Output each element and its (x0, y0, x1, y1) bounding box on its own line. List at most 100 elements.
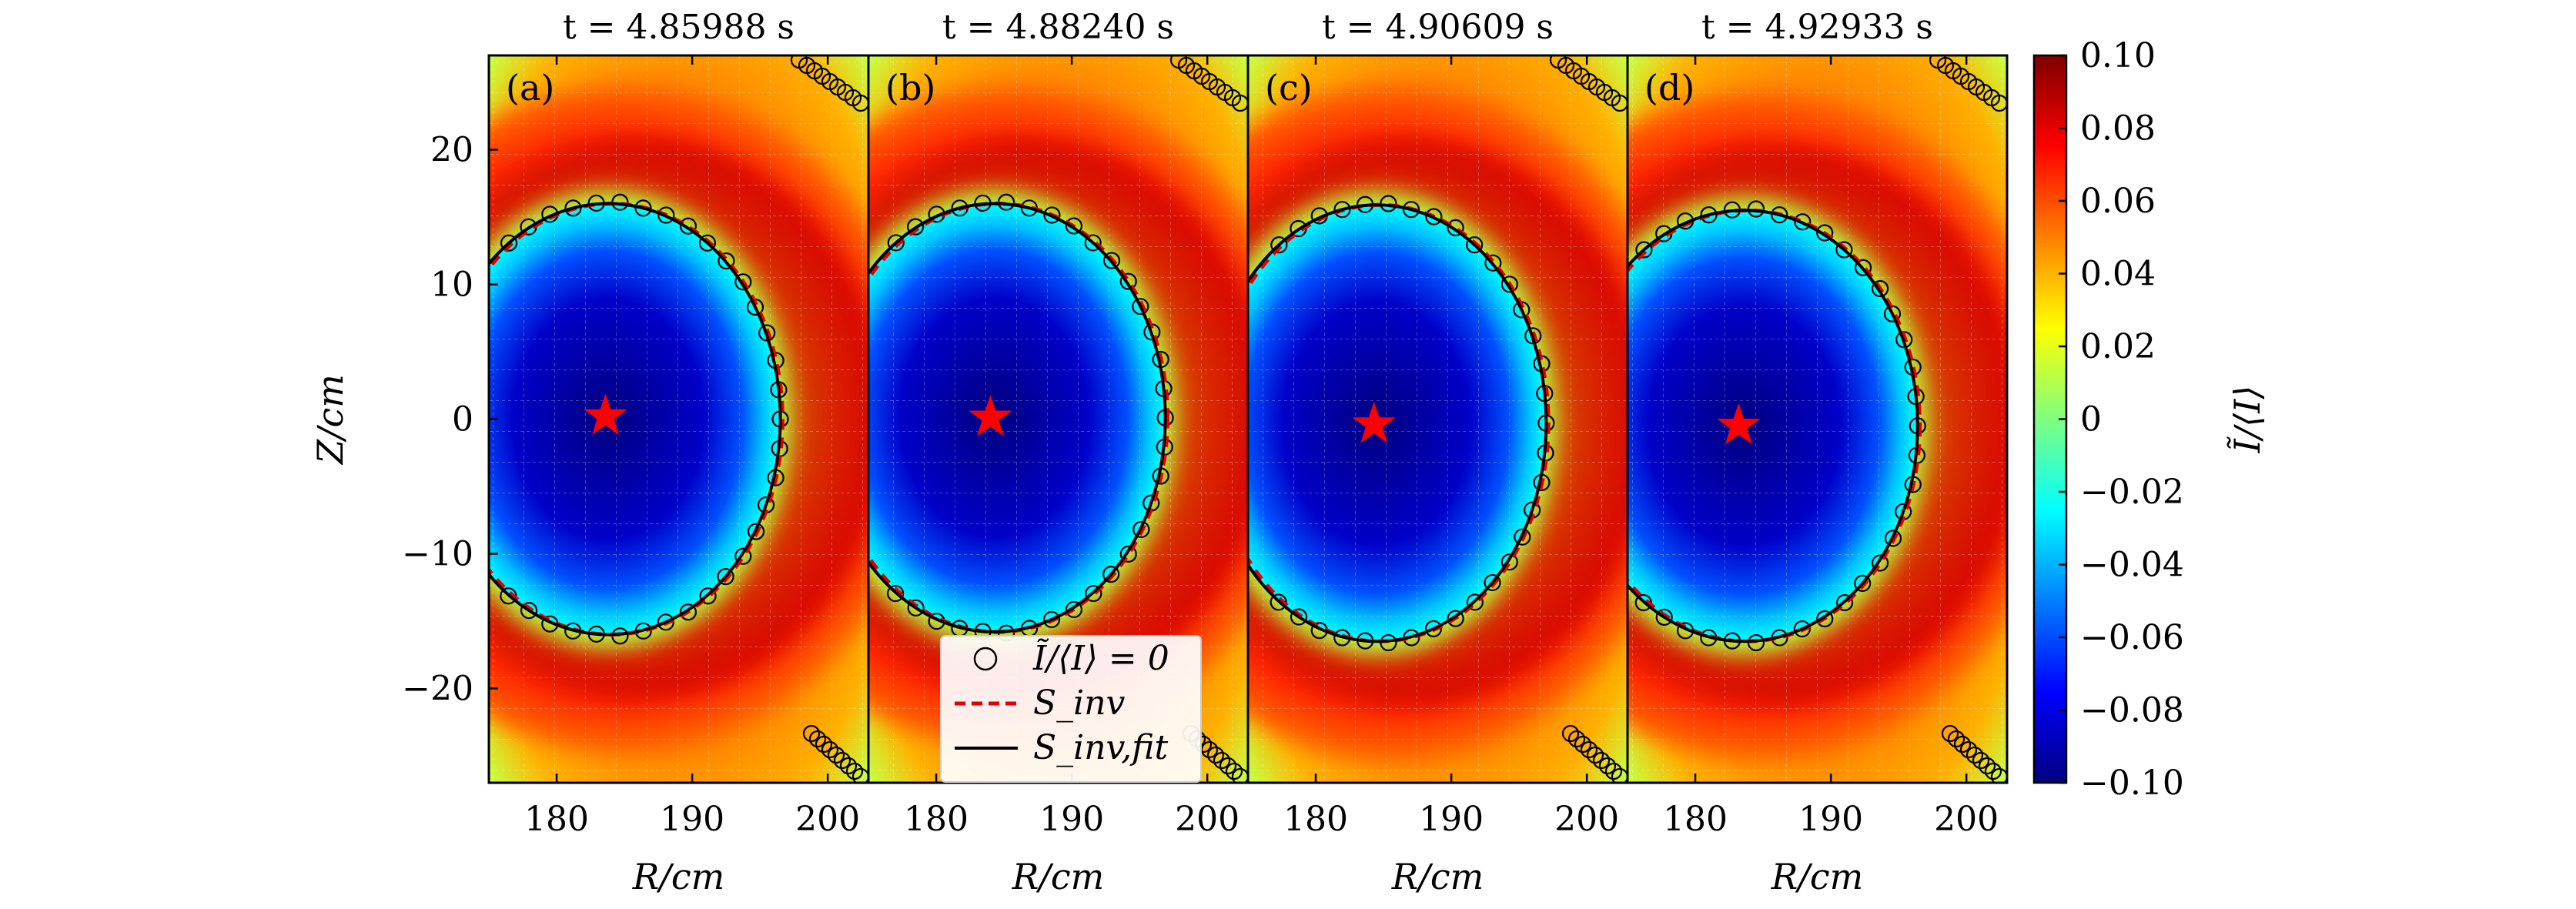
zero-marker (1065, 600, 1083, 619)
s-inv-fit-curve (1248, 203, 1548, 643)
x-tick-label: 190 (660, 800, 724, 839)
x-tick-label: 200 (1554, 800, 1619, 839)
x-tick-label: 190 (1798, 800, 1863, 839)
zero-marker (1611, 767, 1628, 783)
zero-marker (1484, 573, 1501, 592)
colorbar-tick-label: −0.02 (2080, 473, 2184, 512)
zero-marker (907, 218, 925, 236)
y-tick-label: −10 (402, 535, 473, 574)
zero-marker (1119, 545, 1137, 563)
colorbar-label: Ĩ/⟨I⟩ (2226, 386, 2268, 454)
zero-marker (1990, 94, 2007, 112)
zero-marker (1132, 298, 1149, 316)
zero-marker (887, 234, 905, 252)
zero-marker (802, 724, 821, 743)
colorbar-tick-label: 0.04 (2080, 255, 2156, 294)
zero-marker (808, 730, 827, 748)
y-tick-label: 0 (452, 400, 473, 439)
zero-marker (1854, 574, 1872, 592)
x-tick-label: 180 (524, 800, 589, 839)
magnetic-axis-star (1352, 401, 1396, 443)
y-tick-label: 20 (430, 131, 473, 170)
zero-marker (1213, 751, 1231, 770)
legend-marker-circle (973, 647, 998, 671)
zero-marker (1043, 206, 1061, 224)
zero-marker (1959, 740, 1978, 759)
zero-marker (821, 740, 839, 759)
x-axis-label: R/cm (632, 856, 725, 897)
zero-marker (1447, 219, 1464, 237)
x-axis-label: R/cm (1771, 856, 1864, 897)
colorbar-tick-label: 0 (2080, 400, 2102, 439)
zero-marker (634, 199, 652, 217)
legend-label: S_inv,fit (1033, 728, 1169, 767)
zero-marker (1580, 740, 1598, 759)
colorbar-tick-label: 0.06 (2080, 182, 2156, 221)
zero-marker (1466, 593, 1484, 611)
colorbar-tick-label: 0.08 (2080, 109, 2156, 149)
x-tick-label: 180 (1283, 800, 1348, 839)
legend-label: Ĩ/⟨I⟩ = 0 (1032, 637, 1169, 678)
x-axis-label: R/cm (1012, 856, 1105, 897)
zero-marker (1941, 724, 1959, 743)
legend-label: S_inv (1033, 683, 1126, 723)
s-inv-fit-curve (868, 202, 1167, 633)
zero-marker (1700, 206, 1718, 224)
zero-marker (1816, 224, 1834, 242)
zero-marker (1084, 234, 1102, 252)
colorbar: 0.10 0.08 0.06 0.04 0.02 0 −0.02 −0.04 −0.06 −0.0… (2032, 36, 2268, 803)
zero-marker (1965, 746, 1984, 764)
zero-marker (1500, 553, 1518, 571)
panel-1: (a)t = 4.85988 s 180 190 200 R/cm (487, 8, 870, 897)
zero-marker (1835, 241, 1853, 259)
zero-marker (1793, 620, 1811, 638)
colorbar-tick-label: 0.02 (2080, 327, 2156, 366)
zero-marker (1835, 593, 1854, 612)
zero-marker (1042, 610, 1061, 629)
zero-marker (1231, 94, 1248, 112)
x-tick-label: 200 (1934, 800, 1999, 839)
zero-marker (1270, 236, 1288, 254)
zero-marker (1567, 730, 1586, 748)
panel-label: (a) (506, 67, 554, 109)
zero-marker (1085, 584, 1102, 603)
zero-marker (1586, 746, 1604, 764)
y-axis: 20 10 0 −10 −20 Z/cm (309, 131, 498, 709)
panel-label: (d) (1644, 67, 1694, 109)
zero-marker (1816, 610, 1834, 628)
zero-marker (679, 217, 698, 235)
zero-marker (1635, 241, 1653, 259)
zero-marker (833, 751, 851, 770)
zero-marker (1065, 217, 1083, 235)
zero-marker (1466, 236, 1484, 254)
zero-marker (1333, 201, 1351, 219)
panel-label: (c) (1265, 67, 1313, 109)
magnetic-axis-star (1717, 403, 1761, 445)
zero-marker (1402, 201, 1420, 219)
zero-marker (1231, 767, 1248, 783)
zero-marker (1884, 530, 1902, 547)
zero-marker (1424, 620, 1443, 637)
zero-marker (717, 568, 734, 586)
s-inv-fit-curve (489, 202, 782, 637)
zero-marker (1771, 206, 1788, 224)
zero-marker (1132, 520, 1150, 539)
zero-marker (1953, 735, 1972, 754)
zero-marker (1447, 610, 1464, 627)
magnetic-axis-star (584, 393, 627, 435)
panel-title: t = 4.88240 s (942, 8, 1174, 47)
zero-marker (699, 587, 717, 605)
panel-frame (1626, 54, 2009, 784)
zero-marker (734, 273, 752, 291)
zero-marker (1990, 767, 2007, 783)
zero-marker (827, 746, 845, 764)
zero-marker (1972, 751, 1990, 770)
colorbar-tick-label: −0.10 (2080, 764, 2184, 803)
colorbar-tick-label: 0.10 (2080, 36, 2156, 75)
panel-title: t = 4.92933 s (1701, 8, 1933, 47)
panel-title: t = 4.90609 s (1322, 8, 1554, 47)
zero-marker (845, 762, 864, 780)
s-inv-fit-curve (1628, 209, 1919, 643)
zero-marker (839, 757, 858, 775)
zero-marker (564, 199, 582, 217)
